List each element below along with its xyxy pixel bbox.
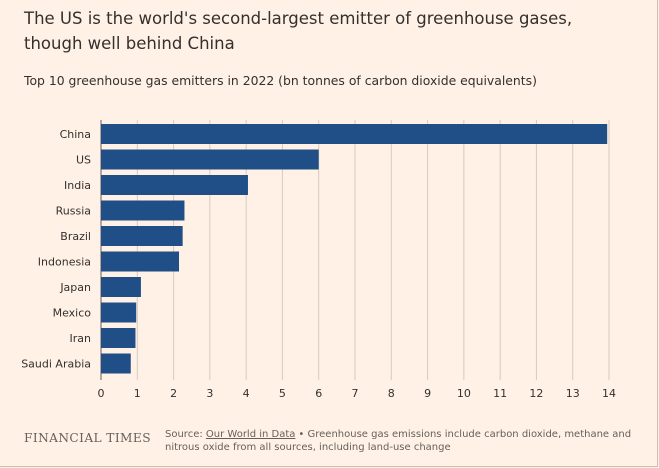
x-tick-label: 3 [206, 387, 213, 400]
x-tick-label: 5 [279, 387, 286, 400]
source-link[interactable]: Our World in Data [205, 429, 296, 440]
x-tick-label: 12 [529, 387, 543, 400]
source-note: Source: Our World in Data • Greenhouse ga… [165, 428, 635, 454]
bar-mexico [101, 302, 137, 323]
category-label: Russia [56, 205, 91, 218]
x-tick-label: 2 [170, 387, 177, 400]
category-labels: China US India Russia Brazil Indonesia Japan Me… [21, 128, 91, 371]
x-tick-label: 14 [602, 387, 616, 400]
category-label: Indonesia [38, 256, 91, 269]
x-tick-label: 13 [566, 387, 580, 400]
bar-japan [101, 277, 141, 297]
source-prefix: Source: [165, 429, 206, 440]
chart-title: The US is the world's second-largest emi… [24, 9, 573, 53]
bar-india [101, 175, 248, 195]
x-tick-label: 6 [315, 387, 322, 400]
chart-subtitle: Top 10 greenhouse gas emitters in 2022 (… [24, 73, 537, 88]
category-label: India [64, 179, 91, 192]
category-label: Iran [70, 332, 92, 345]
ft-brand-logo: FINANCIAL TIMES [24, 431, 151, 445]
x-tick-label: 7 [352, 387, 359, 400]
x-tick-label: 10 [457, 387, 471, 400]
category-label: Saudi Arabia [21, 358, 91, 371]
bar-saudi-arabia [101, 353, 131, 374]
bar-us [101, 149, 319, 170]
category-label: China [60, 128, 91, 141]
category-label: Mexico [53, 307, 92, 320]
bar-indonesia [101, 251, 180, 272]
x-tick-label: 9 [424, 387, 431, 400]
x-tick-label: 11 [493, 387, 507, 400]
x-tick-label: 1 [134, 387, 141, 400]
bar-china [101, 124, 608, 144]
category-label: Brazil [60, 230, 91, 243]
x-tick-label: 0 [98, 387, 105, 400]
bars [101, 124, 608, 374]
x-tick-labels: 0 1 2 3 4 5 6 7 8 9 10 11 12 13 14 [98, 387, 617, 400]
source-footnote: • Greenhouse gas emissions include carbo… [165, 429, 632, 453]
category-label: US [76, 154, 91, 167]
bar-russia [101, 200, 185, 221]
x-tick-label: 4 [243, 387, 250, 400]
bar-brazil [101, 226, 183, 246]
bar-iran [101, 328, 136, 348]
category-label: Japan [59, 281, 91, 294]
x-tick-label: 8 [388, 387, 395, 400]
gridlines [100, 120, 610, 380]
bar-chart: China US India Russia Brazil Indonesia Japan Me… [21, 120, 617, 400]
